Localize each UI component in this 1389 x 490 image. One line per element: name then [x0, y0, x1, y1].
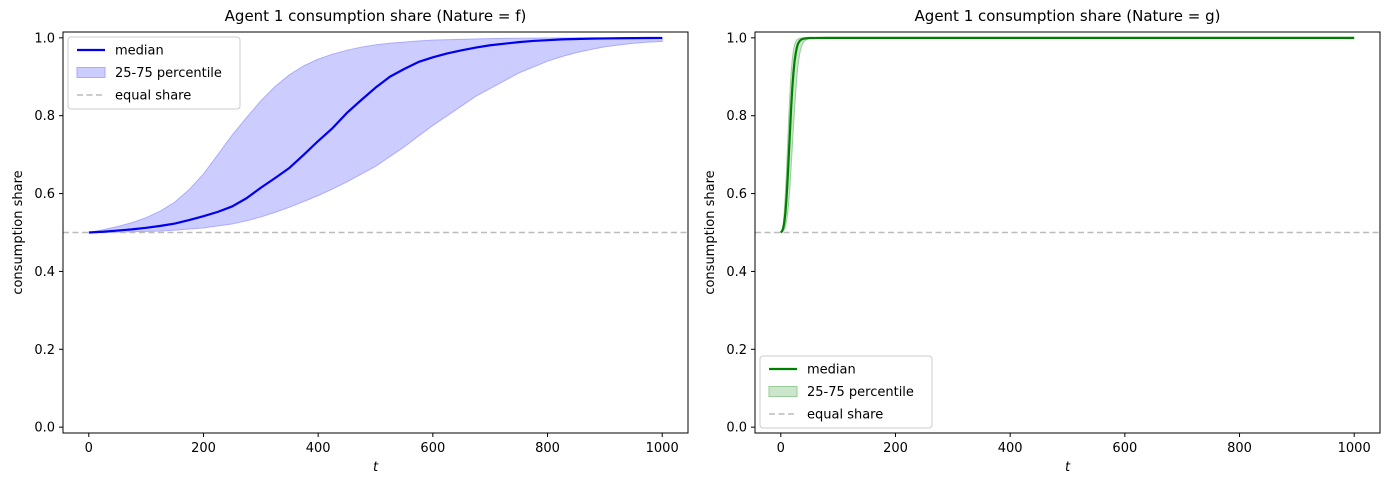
chart-1-x-tick-label: 0 [85, 441, 93, 456]
chart-1-legend-label: median [115, 44, 164, 59]
chart-2-axes-frame [754, 31, 1381, 434]
chart-1-y-axis-label: consumption share [11, 170, 26, 294]
chart-1-y-tick-label: 0.6 [34, 187, 55, 202]
chart-1-legend: median 25-75 percentile equal share [67, 36, 241, 110]
chart-2-x-tick-label: 800 [1227, 441, 1252, 456]
chart-1-legend-label: equal share [115, 89, 191, 104]
chart-2-legend-label: equal share [807, 408, 883, 423]
chart-2-legend-label: 25-75 percentile [807, 385, 914, 400]
chart-1-y-tick-label: 0.0 [34, 421, 55, 436]
chart-1-y-tick-label: 1.0 [34, 31, 55, 46]
chart-1-title: Agent 1 consumption share (Nature = f) [225, 7, 527, 25]
chart-2-median-line [780, 36, 1355, 234]
chart-2-x-tick-label: 200 [883, 441, 908, 456]
chart-1-x-tick-label: 800 [535, 441, 560, 456]
chart-2-legend: median 25-75 percentile equal share [759, 355, 933, 429]
chart-2-legend-swatch-band [768, 386, 798, 397]
chart-1-x-tick-label: 1000 [646, 441, 679, 456]
chart-2-y-tick-label: 0.8 [726, 109, 747, 124]
chart-1-axes-frame [62, 31, 689, 434]
chart-2-x-tick-label: 400 [998, 441, 1023, 456]
chart-1-x-tick-label: 600 [420, 441, 445, 456]
chart-1-x-axis-label: t [373, 460, 379, 475]
chart-1-plot-area [63, 36, 688, 234]
chart-2-title: Agent 1 consumption share (Nature = g) [915, 7, 1221, 25]
chart-2-y-tick-label: 1.0 [726, 31, 747, 46]
chart-2-y-tick-label: 0.4 [726, 265, 747, 280]
chart-2-legend-box [759, 355, 933, 429]
chart-1-panel: 0 200 400 600 800 1000 0.0 0.2 0.4 0.6 0.8 1.0 Agent… [11, 7, 689, 475]
chart-1-x-tick-label: 400 [306, 441, 331, 456]
chart-2-percentile-band [779, 37, 1355, 234]
chart-2-x-axis-label: t [1065, 460, 1071, 475]
chart-2-y-tick-label: 0.6 [726, 187, 747, 202]
chart-2-x-tick-label: 0 [777, 441, 785, 456]
chart-1-y-tick-label: 0.8 [34, 109, 55, 124]
chart-2-y-tick-label: 0.2 [726, 343, 747, 358]
chart-1-y-tick-label: 0.4 [34, 265, 55, 280]
chart-2-panel: 0 200 400 600 800 1000 0.0 0.2 0.4 0.6 0.8 1.0 Agent… [703, 7, 1381, 475]
chart-2-x-tick-label: 600 [1112, 441, 1137, 456]
chart-1-legend-label: 25-75 percentile [115, 66, 222, 81]
chart-2-y-tick-label: 0.0 [726, 421, 747, 436]
chart-2-legend-label: median [807, 363, 856, 378]
chart-1-legend-swatch-band [76, 67, 106, 78]
chart-2-x-tick-label: 1000 [1338, 441, 1371, 456]
chart-1-median-line [88, 36, 663, 234]
chart-1-legend-box [67, 36, 241, 110]
chart-1-x-tick-label: 200 [191, 441, 216, 456]
chart-2-plot-area [755, 36, 1380, 234]
chart-2-y-axis-label: consumption share [703, 170, 718, 294]
chart-1-percentile-band [88, 37, 663, 233]
chart-1-y-tick-label: 0.2 [34, 343, 55, 358]
